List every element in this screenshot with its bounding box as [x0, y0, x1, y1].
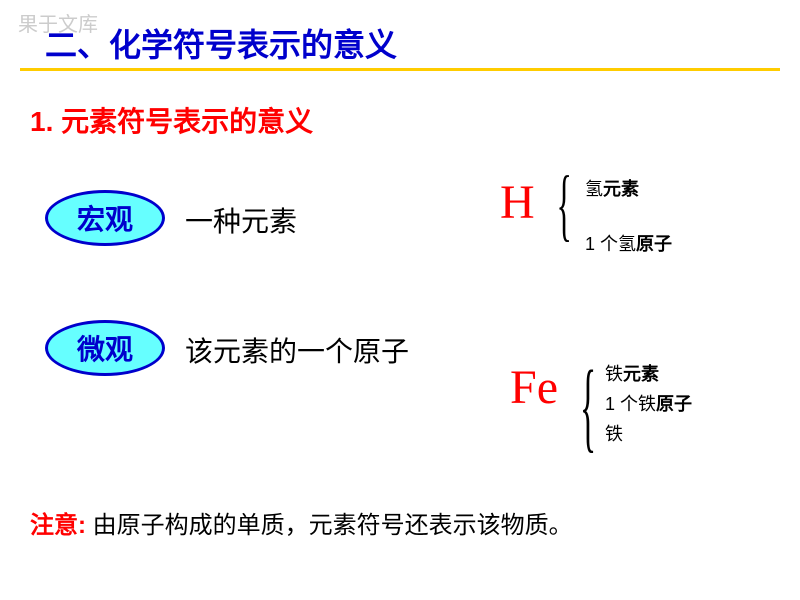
fe-m1-bold: 元素 — [623, 364, 659, 384]
micro-oval: 微观 — [45, 320, 165, 376]
macro-oval: 宏观 — [45, 190, 165, 246]
section-header: 二、化学符号表示的意义 — [45, 20, 397, 66]
fe-meaning-2: 1 个铁原子 — [605, 390, 692, 416]
fe-m2-prefix: 1 个铁 — [605, 394, 656, 414]
h-m1-bold: 元素 — [603, 179, 639, 199]
brace-fe: { — [580, 347, 596, 464]
micro-label: 微观 — [77, 328, 133, 368]
h-m1-prefix: 氢 — [585, 179, 603, 199]
note-label: 注意: — [30, 512, 86, 539]
note-text: 由原子构成的单质，元素符号还表示该物质。 — [93, 512, 573, 539]
h-m2-prefix: 1 个氢 — [585, 234, 636, 254]
fe-m3-prefix: 铁 — [605, 424, 623, 444]
subtitle-text: 元素符号表示的意义 — [61, 106, 313, 137]
symbol-fe: Fe — [510, 360, 558, 415]
h-meaning-1: 氢元素 — [585, 175, 639, 201]
symbol-h: H — [500, 175, 535, 230]
header-underline — [20, 68, 780, 71]
brace-h: { — [557, 160, 572, 251]
macro-label: 宏观 — [77, 198, 133, 238]
note-row: 注意: 由原子构成的单质，元素符号还表示该物质。 — [30, 505, 573, 540]
fe-m2-bold: 原子 — [656, 394, 692, 414]
subtitle: 1. 元素符号表示的意义 — [30, 100, 313, 140]
fe-meaning-3: 铁 — [605, 420, 623, 446]
h-m2-bold: 原子 — [636, 234, 672, 254]
subtitle-number: 1. — [30, 106, 53, 137]
micro-description: 该元素的一个原子 — [185, 330, 409, 370]
macro-description: 一种元素 — [185, 200, 297, 240]
fe-m1-prefix: 铁 — [605, 364, 623, 384]
h-meaning-2: 1 个氢原子 — [585, 230, 672, 256]
fe-meaning-1: 铁元素 — [605, 360, 659, 386]
